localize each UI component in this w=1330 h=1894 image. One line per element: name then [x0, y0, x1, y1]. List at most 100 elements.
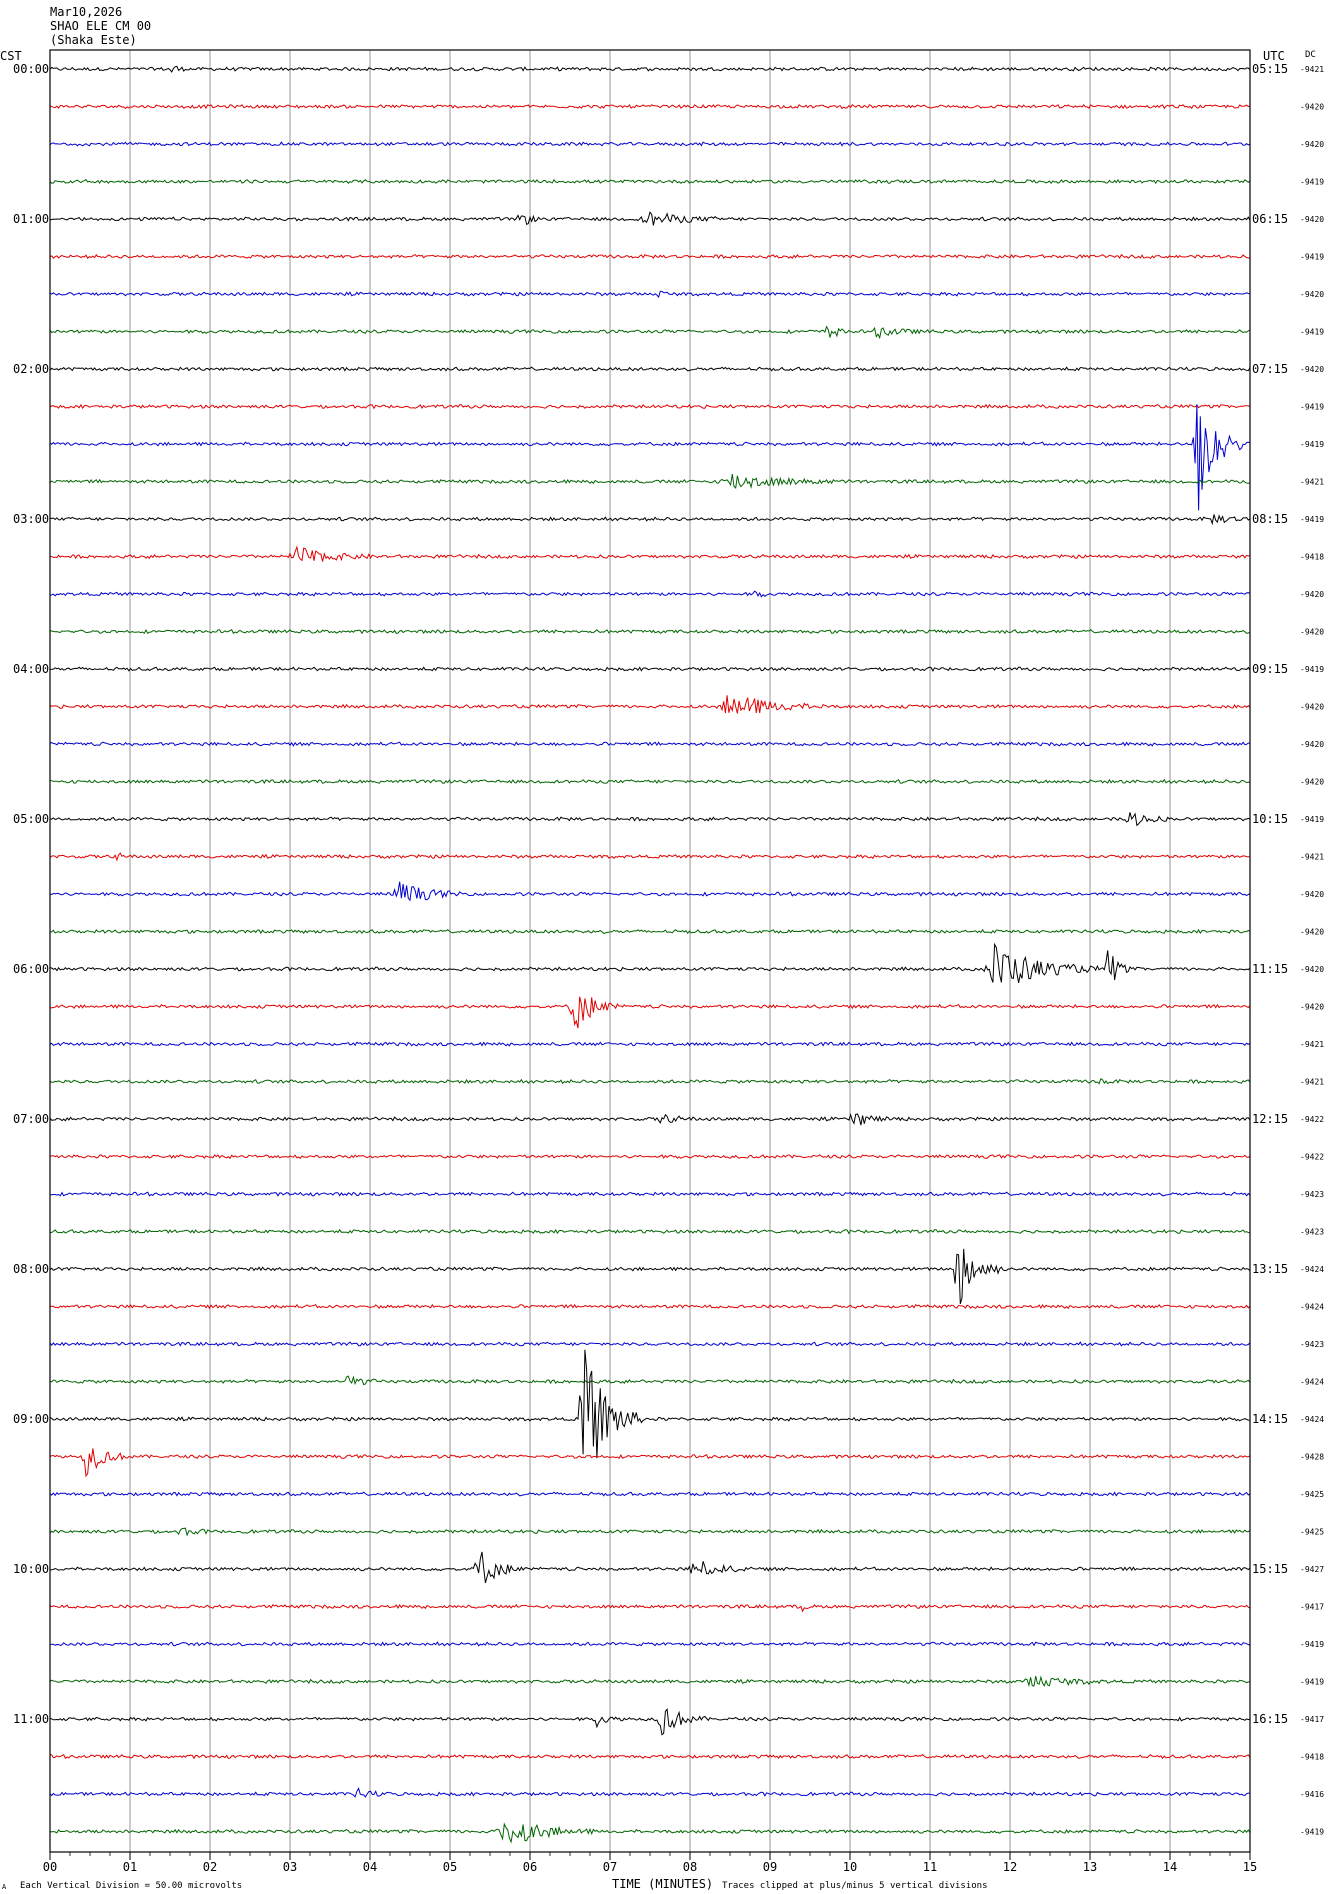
dc-offset-label: -9421 — [1300, 65, 1324, 74]
trace-line — [49, 1491, 1251, 1497]
utc-hour-label: 08:15 — [1252, 512, 1288, 526]
trace-line — [49, 1375, 1251, 1386]
dc-offset-label: -9417 — [1300, 1603, 1324, 1612]
trace-line — [49, 1448, 1251, 1478]
trace-line — [49, 881, 1251, 902]
cst-hour-label: 02:00 — [13, 362, 49, 376]
dc-offset-label: -9420 — [1300, 740, 1324, 749]
dc-offset-label: -9420 — [1300, 590, 1324, 599]
dc-offset-label: -9424 — [1300, 1303, 1324, 1312]
dc-offset-label: -9419 — [1300, 1828, 1324, 1837]
x-axis-title: TIME (MINUTES) — [612, 1877, 713, 1891]
trace-line — [49, 1303, 1251, 1310]
x-tick-label: 03 — [283, 1860, 297, 1874]
x-tick-label: 06 — [523, 1860, 537, 1874]
right-timezone-label: UTC — [1263, 49, 1285, 63]
cst-hour-label: 10:00 — [13, 1562, 49, 1576]
dc-offset-label: -9416 — [1300, 1790, 1324, 1799]
trace-line — [49, 253, 1251, 260]
trace-line — [49, 629, 1251, 635]
cst-hour-label: 03:00 — [13, 512, 49, 526]
dc-offset-label: -9423 — [1300, 1190, 1324, 1199]
record-date: Mar10,2026 — [50, 5, 123, 19]
cst-hour-label: 05:00 — [13, 812, 49, 826]
x-tick-label: 10 — [843, 1860, 857, 1874]
trace-line — [49, 1349, 1251, 1459]
dc-offset-label: -9420 — [1300, 703, 1324, 712]
trace-line — [49, 1527, 1251, 1537]
trace-line — [49, 741, 1251, 747]
dc-offset-label: -9420 — [1300, 778, 1324, 787]
seismic-traces — [49, 65, 1251, 1844]
dc-offset-label: -9419 — [1300, 1678, 1324, 1687]
trace-line — [49, 695, 1251, 714]
cst-hour-label: 06:00 — [13, 962, 49, 976]
utc-hour-label: 07:15 — [1252, 362, 1288, 376]
dc-offset-label: -9425 — [1300, 1528, 1324, 1537]
trace-line — [49, 366, 1251, 372]
dc-offset-label: -9420 — [1300, 628, 1324, 637]
dc-offset-label: -9425 — [1300, 1490, 1324, 1499]
trace-line — [49, 545, 1251, 562]
cst-hour-label: 07:00 — [13, 1112, 49, 1126]
dc-offset-label: -9420 — [1300, 365, 1324, 374]
dc-offset-label: -9419 — [1300, 440, 1324, 449]
clip-note: Traces clipped at plus/minus 5 vertical … — [722, 1881, 988, 1891]
cst-hour-label: 09:00 — [13, 1412, 49, 1426]
dc-column-label: DC — [1305, 50, 1316, 60]
vertical-scale-note: Each Vertical Division = 50.00 microvolt… — [20, 1881, 242, 1891]
trace-line — [49, 812, 1251, 827]
utc-hour-label: 16:15 — [1252, 1712, 1288, 1726]
trace-line — [49, 103, 1251, 110]
trace-line — [49, 514, 1251, 526]
trace-line — [49, 1154, 1251, 1160]
x-tick-label: 12 — [1003, 1860, 1017, 1874]
trace-line — [49, 404, 1251, 511]
x-tick-label: 13 — [1083, 1860, 1097, 1874]
trace-line — [49, 1113, 1251, 1126]
dc-offset-label: -9419 — [1300, 1640, 1324, 1649]
trace-line — [49, 1077, 1251, 1085]
cst-hour-label: 01:00 — [13, 212, 49, 226]
dc-offset-label: -9421 — [1300, 478, 1324, 487]
dc-offset-label: -9424 — [1300, 1378, 1324, 1387]
trace-line — [49, 474, 1251, 490]
dc-offset-label: -9420 — [1300, 965, 1324, 974]
trace-line — [49, 141, 1251, 147]
dc-offset-label: -9419 — [1300, 253, 1324, 262]
x-tick-label: 04 — [363, 1860, 377, 1874]
dc-offset-label: -9423 — [1300, 1340, 1324, 1349]
utc-hour-label: 10:15 — [1252, 812, 1288, 826]
trace-line — [49, 852, 1251, 862]
utc-hour-label: 11:15 — [1252, 962, 1288, 976]
dc-offset-label: -9427 — [1300, 1565, 1324, 1574]
dc-offset-label: -9421 — [1300, 1040, 1324, 1049]
trace-line — [49, 928, 1251, 935]
dc-offset-label: -9424 — [1300, 1265, 1324, 1274]
dc-offset-label: -9420 — [1300, 103, 1324, 112]
x-tick-label: 01 — [123, 1860, 137, 1874]
trace-line — [50, 1191, 1251, 1197]
time-labels: 00 01 02 03 04 05 06 07 08 09 10 11 12 13 14 15 -9421 -94… — [13, 62, 1324, 1874]
dc-offset-label: -9419 — [1300, 665, 1324, 674]
utc-hour-label: 14:15 — [1252, 1412, 1288, 1426]
station-location: (Shaka Este) — [50, 33, 137, 47]
dc-offset-label: -9420 — [1300, 215, 1324, 224]
cst-hour-label: 11:00 — [13, 1712, 49, 1726]
trace-line — [49, 778, 1251, 785]
dc-offset-label: -9418 — [1300, 553, 1324, 562]
trace-line — [49, 1603, 1251, 1613]
dc-offset-label: -9419 — [1300, 328, 1324, 337]
trace-line — [49, 666, 1251, 672]
left-timezone-label: CST — [0, 49, 22, 63]
dc-offset-label: -9424 — [1300, 1415, 1324, 1424]
trace-line — [49, 1675, 1250, 1688]
x-tick-label: 07 — [603, 1860, 617, 1874]
cst-hour-label: 04:00 — [13, 662, 49, 676]
x-tick-label: 05 — [443, 1860, 457, 1874]
dc-offset-label: -9419 — [1300, 403, 1324, 412]
minute-gridlines — [49, 50, 1251, 1860]
trace-line — [49, 1228, 1251, 1235]
utc-hour-label: 15:15 — [1252, 1562, 1288, 1576]
